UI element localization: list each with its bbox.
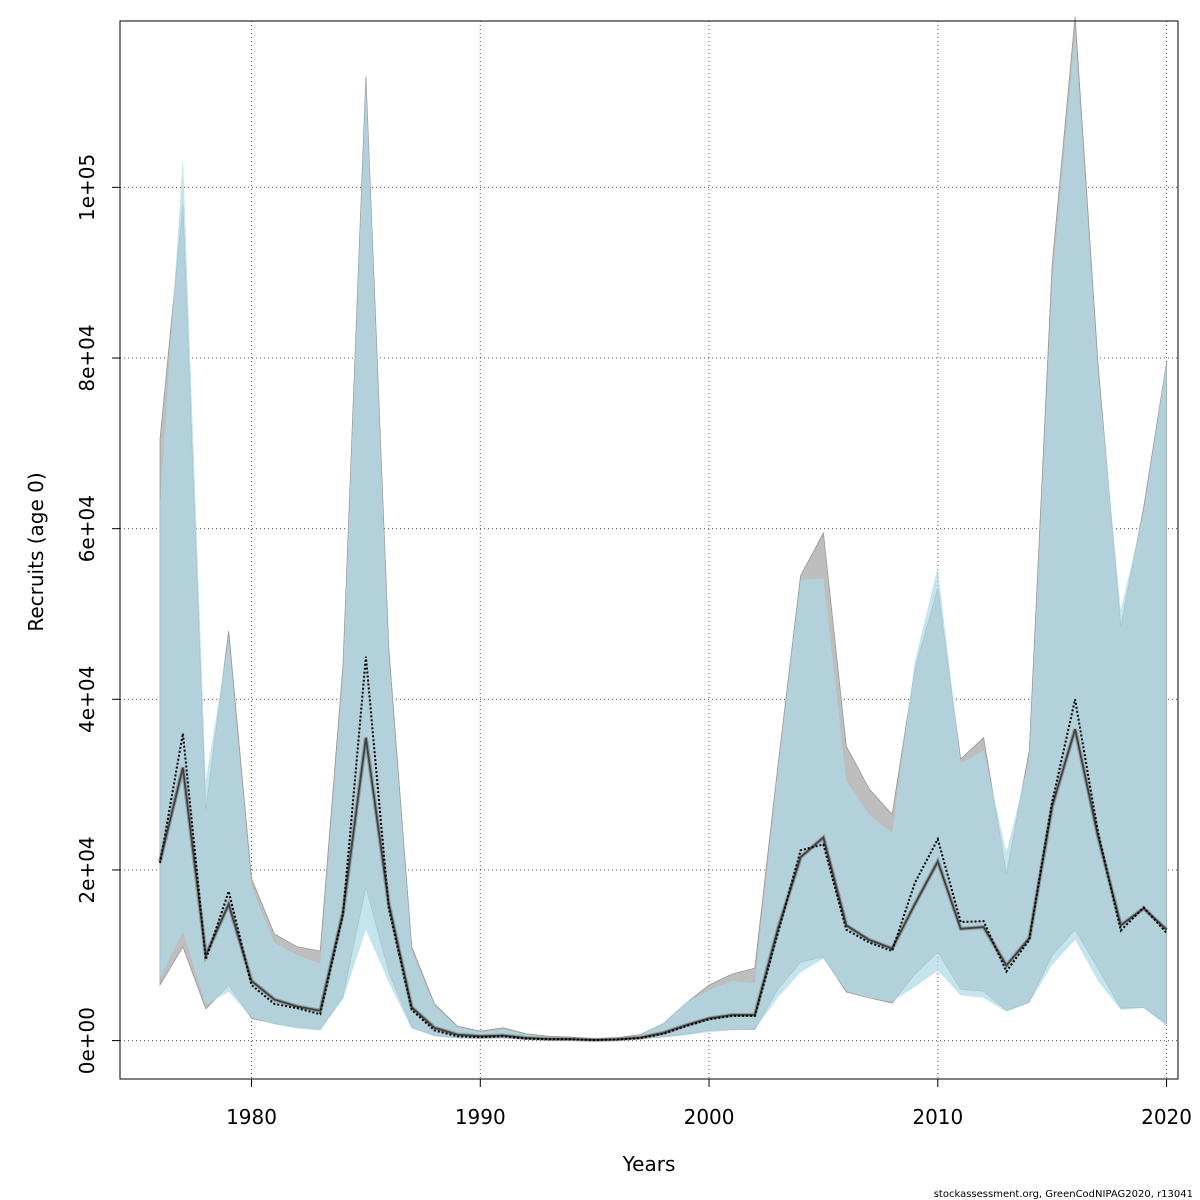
y-tick-label-40000: 4e+04 [75,666,99,733]
estimate-lines [158,656,1168,1042]
y-tick-label-20000: 2e+04 [75,836,99,903]
x-tick-label-1980: 1980 [226,1105,277,1129]
line-dotted-series [159,656,1168,1042]
footer-credit: stockassessment.org, GreenCodNIPAG2020, … [934,1189,1193,1200]
y-tick-label-0: 0e+00 [75,1007,99,1074]
x-axis: 1980 1990 2000 2010 2020 [226,1079,1192,1129]
y-axis-label: Recruits (age 0) [24,472,48,631]
y-tick-label-80000: 8e+04 [75,324,99,391]
x-tick-label-1990: 1990 [455,1105,506,1129]
y-axis: 0e+00 2e+04 4e+04 6e+04 8e+04 1e+05 [75,154,120,1074]
plot-border [119,20,1179,1080]
band-blue-area [160,33,1167,1041]
confidence-bands [159,16,1167,1041]
y-tick-label-60000: 6e+04 [75,495,99,562]
x-tick-label-2020: 2020 [1141,1105,1192,1129]
y-tick-label-100000: 1e+05 [75,154,99,221]
x-tick-label-2000: 2000 [684,1105,735,1129]
x-tick-label-2010: 2010 [912,1105,963,1129]
x-axis-label: Years [622,1152,676,1176]
